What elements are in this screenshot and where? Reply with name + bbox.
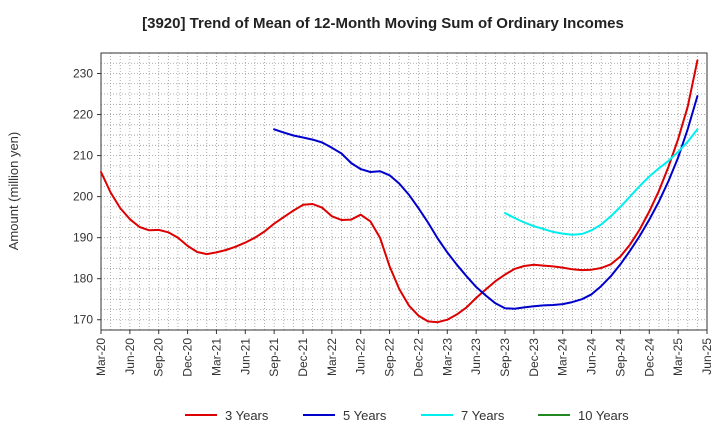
y-tick-label: 230 (73, 67, 93, 81)
series-line-7-years (504, 128, 699, 236)
plot-area (100, 52, 708, 331)
x-tick-label: Dec-22 (411, 338, 425, 377)
x-tick-label: Jun-23 (469, 338, 483, 375)
x-tick-label: Jun-22 (354, 338, 368, 375)
y-tick-label: 180 (73, 272, 93, 286)
x-tick-label: Jun-25 (700, 338, 714, 375)
x-tick-label: Dec-20 (181, 338, 195, 377)
legend-label: 5 Years (343, 408, 387, 423)
x-tick-label: Mar-24 (556, 338, 570, 376)
legend: 3 Years 5 Years 7 Years 10 Years (185, 408, 629, 423)
legend-label: 7 Years (461, 408, 505, 423)
y-tick-label: 200 (73, 190, 93, 204)
x-tick-label: Dec-23 (527, 338, 541, 377)
x-tick-label: Dec-21 (296, 338, 310, 377)
y-tick-label: 220 (73, 108, 93, 122)
x-axis: Mar-20 Jun-20 Sep-20 Dec-20 Mar-21 Jun-21 Sep-… (94, 330, 714, 377)
x-tick-label: Sep-22 (383, 338, 397, 377)
grid (101, 52, 707, 330)
x-tick-label: Mar-21 (209, 338, 223, 376)
y-axis-label: Amount (million yen) (6, 132, 21, 251)
x-tick-label: Sep-21 (267, 338, 281, 377)
y-axis: 170 180 190 200 210 220 230 (73, 67, 101, 327)
x-tick-label: Jun-24 (585, 338, 599, 375)
x-tick-label: Sep-20 (152, 338, 166, 377)
x-tick-label: Mar-23 (440, 338, 454, 376)
x-tick-label: Dec-24 (642, 338, 656, 377)
x-tick-label: Jun-21 (238, 338, 252, 375)
legend-label: 3 Years (225, 408, 269, 423)
x-tick-label: Sep-23 (498, 338, 512, 377)
series-line-3-years (100, 59, 699, 324)
x-tick-label: Mar-25 (671, 338, 685, 376)
y-tick-label: 190 (73, 231, 93, 245)
y-tick-label: 170 (73, 313, 93, 327)
series-line-5-years (273, 95, 699, 310)
legend-label: 10 Years (578, 408, 629, 423)
x-tick-label: Jun-20 (123, 338, 137, 375)
x-tick-label: Sep-24 (613, 338, 627, 377)
series-layer (100, 59, 699, 324)
x-tick-label: Mar-22 (325, 338, 339, 376)
x-tick-label: Mar-20 (94, 338, 108, 376)
y-tick-label: 210 (73, 149, 93, 163)
chart-title: [3920] Trend of Mean of 12-Month Moving … (142, 15, 624, 32)
